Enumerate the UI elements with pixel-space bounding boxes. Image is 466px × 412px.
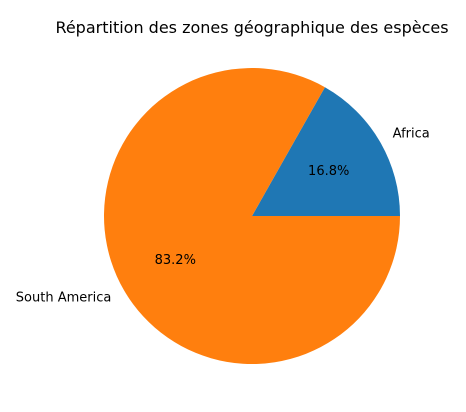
- percent-label-south-america: 83.2%: [155, 253, 196, 268]
- pie-labels: Africa 16.8% South America 83.2%: [16, 127, 430, 306]
- slice-label-africa: Africa: [393, 127, 430, 142]
- pie-slice-south-america: [104, 68, 401, 364]
- pie-slices: [104, 68, 401, 364]
- chart-title: Répartition des zones géographique des e…: [55, 18, 448, 37]
- pie-slice-africa: [252, 87, 400, 217]
- slice-label-south-america: South America: [16, 290, 112, 305]
- percent-label-africa: 16.8%: [308, 164, 349, 179]
